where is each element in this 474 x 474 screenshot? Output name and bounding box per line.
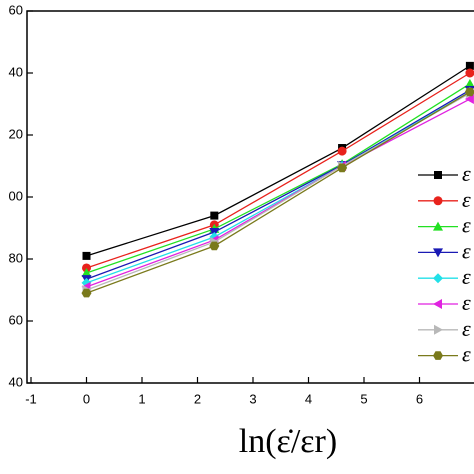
marker	[433, 221, 443, 231]
marker	[465, 61, 474, 70]
marker	[337, 146, 347, 156]
legend-label: ε	[462, 316, 471, 341]
x-tick-label: 0	[83, 391, 90, 406]
marker	[433, 248, 443, 258]
marker	[464, 94, 474, 105]
legend-label: ε	[462, 342, 471, 367]
x-tick-label: -1	[25, 391, 37, 406]
x-tick-label: 2	[194, 391, 201, 406]
marker	[433, 351, 443, 360]
marker	[210, 211, 219, 220]
marker	[209, 241, 220, 251]
legend-label: ε	[462, 264, 471, 289]
x-tick-label: 4	[305, 391, 312, 406]
marker	[433, 299, 442, 309]
y-tick-label: 60	[9, 2, 23, 17]
legend-label: ε	[462, 187, 471, 212]
series-line	[86, 83, 471, 274]
y-tick-label: 00	[9, 188, 23, 203]
marker	[464, 87, 474, 97]
y-tick-label: 40	[9, 64, 23, 79]
x-tick-label: 5	[360, 391, 367, 406]
legend-label: ε	[462, 213, 471, 238]
series-line	[86, 65, 471, 257]
marker	[81, 288, 92, 298]
marker	[433, 196, 443, 206]
legend-label: ε	[462, 161, 471, 186]
x-tick-label: 1	[138, 391, 145, 406]
y-tick-label: 20	[9, 126, 23, 141]
x-tick-label: 3	[249, 391, 256, 406]
x-tick-label: 6	[416, 391, 423, 406]
marker	[465, 68, 474, 78]
marker	[434, 171, 442, 179]
series-line	[86, 72, 471, 269]
marker	[433, 273, 443, 284]
marker	[81, 267, 92, 277]
y-tick-label: 60	[9, 312, 23, 327]
series-line	[86, 92, 471, 291]
marker	[434, 324, 443, 335]
marker	[464, 78, 474, 88]
legend-label: ε	[462, 290, 471, 315]
series-line	[86, 98, 471, 288]
y-tick-label: 40	[9, 374, 23, 389]
y-tick-label: 80	[9, 250, 23, 265]
series-line	[86, 91, 471, 294]
x-axis-label: ln(ε̇/εr)	[239, 423, 337, 460]
legend-label: ε	[462, 238, 471, 263]
marker	[337, 163, 348, 173]
series-line	[86, 89, 471, 280]
marker	[82, 251, 91, 260]
